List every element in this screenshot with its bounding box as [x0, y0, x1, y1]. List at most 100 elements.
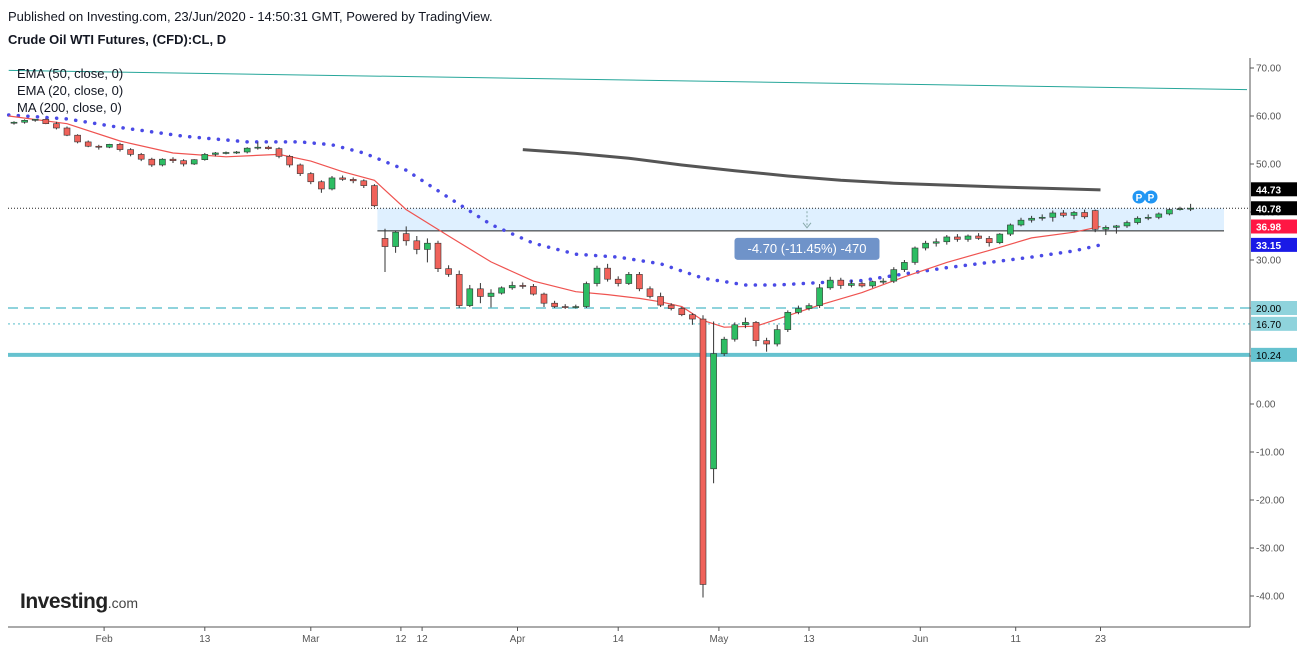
candle	[42, 118, 50, 125]
candle-body	[943, 236, 951, 243]
candle	[498, 286, 505, 295]
candle	[869, 280, 876, 288]
candle	[985, 236, 993, 247]
candle-body	[10, 121, 18, 124]
candle	[763, 337, 770, 352]
time-tick-label: May	[709, 634, 728, 645]
candle-body	[848, 283, 855, 286]
candle-body	[169, 158, 177, 161]
price-tick-label: -10.00	[1256, 448, 1285, 459]
candle-body	[477, 288, 484, 297]
candle-body	[127, 149, 134, 155]
legend-ma-200[interactable]: MA (200, close, 0)	[17, 100, 122, 115]
candle	[731, 322, 739, 342]
candle-body	[74, 134, 81, 143]
candle-body	[328, 177, 336, 190]
time-tick-label: Jun	[912, 634, 928, 645]
candle-body	[286, 156, 293, 166]
candle-body	[572, 306, 580, 308]
candle	[646, 286, 654, 299]
candle	[307, 172, 315, 185]
candle-body	[1102, 227, 1110, 230]
candle-body	[890, 269, 898, 282]
time-tick-label: 23	[1095, 634, 1107, 645]
candle	[784, 310, 792, 332]
candle	[243, 147, 251, 154]
candle	[710, 321, 717, 484]
candle-body	[742, 322, 749, 326]
measure-label-box	[734, 237, 880, 260]
plot-area[interactable]: -4.70 (-11.45%) -470 P P	[6, 69, 1250, 598]
candle-body	[159, 158, 166, 166]
candle	[190, 159, 198, 165]
candle	[1017, 217, 1025, 227]
candle	[657, 292, 664, 308]
candle-body	[837, 279, 845, 286]
price-axis[interactable]: 70.0060.0050.0040.0030.0020.0010.000.00-…	[1249, 58, 1297, 627]
series-line-1	[8, 115, 1101, 328]
candle	[1113, 224, 1120, 234]
candle-body	[1081, 212, 1088, 218]
candle	[402, 226, 410, 246]
candle	[1038, 214, 1046, 221]
candle-body	[307, 173, 315, 183]
candle	[10, 121, 18, 125]
candle-body	[349, 179, 357, 182]
candle-body	[498, 287, 505, 294]
symbol-title: Crude Oil WTI Futures, (CFD):CL, D	[8, 32, 227, 47]
candle	[254, 142, 262, 150]
candle-body	[1176, 208, 1184, 210]
candle	[667, 303, 675, 311]
price-tick-label: 70.00	[1256, 64, 1281, 75]
candle-body	[201, 154, 209, 160]
candle	[222, 151, 230, 155]
time-tick-label: Mar	[302, 634, 320, 645]
candle-body	[508, 285, 516, 289]
candle	[286, 154, 293, 168]
candle-body	[1166, 209, 1173, 215]
candle	[816, 284, 823, 308]
candle	[233, 151, 240, 154]
candle	[508, 281, 516, 290]
candle-body	[519, 285, 527, 287]
time-tick-label: 11	[1011, 634, 1022, 645]
time-tick-label: 12	[395, 634, 407, 645]
legend-ema-50[interactable]: EMA (50, close, 0)	[17, 66, 124, 81]
candle	[180, 159, 187, 167]
candle	[901, 260, 908, 272]
candle-body	[371, 185, 378, 207]
candle	[371, 184, 378, 208]
candle-body	[985, 238, 993, 244]
candle-body	[243, 147, 251, 153]
candle	[434, 240, 442, 272]
time-axis[interactable]: Feb 13 Mar 12 12 Apr 14 May 13 Jun 11 23	[8, 626, 1250, 645]
candle-body	[763, 340, 770, 345]
price-badge-label: 40.78	[1256, 204, 1281, 215]
candle-body	[21, 120, 28, 123]
logo-domain-text: .com	[107, 595, 139, 611]
candle-body	[678, 308, 686, 316]
candle-body	[148, 158, 156, 166]
candle-body	[911, 247, 919, 263]
candle-body	[858, 283, 866, 287]
candle-body	[773, 329, 781, 345]
candle	[84, 140, 92, 148]
price-badge-label: 10.24	[1256, 351, 1281, 362]
candle-body	[795, 308, 802, 313]
candle-body	[1144, 216, 1152, 219]
price-tick-label: -40.00	[1256, 592, 1285, 603]
candle	[455, 270, 463, 308]
candle	[74, 134, 81, 144]
candle	[795, 305, 802, 315]
candle-body	[551, 302, 558, 307]
candle	[445, 265, 452, 277]
candle-body	[254, 146, 262, 149]
candle	[932, 238, 940, 247]
price-tick-label: 0.00	[1256, 400, 1276, 411]
legend-ema-20[interactable]: EMA (20, close, 0)	[17, 83, 124, 98]
candle-body	[1187, 207, 1194, 210]
candle-body	[816, 287, 823, 306]
candle-body	[1123, 222, 1131, 227]
time-tick-label: 14	[613, 634, 625, 645]
